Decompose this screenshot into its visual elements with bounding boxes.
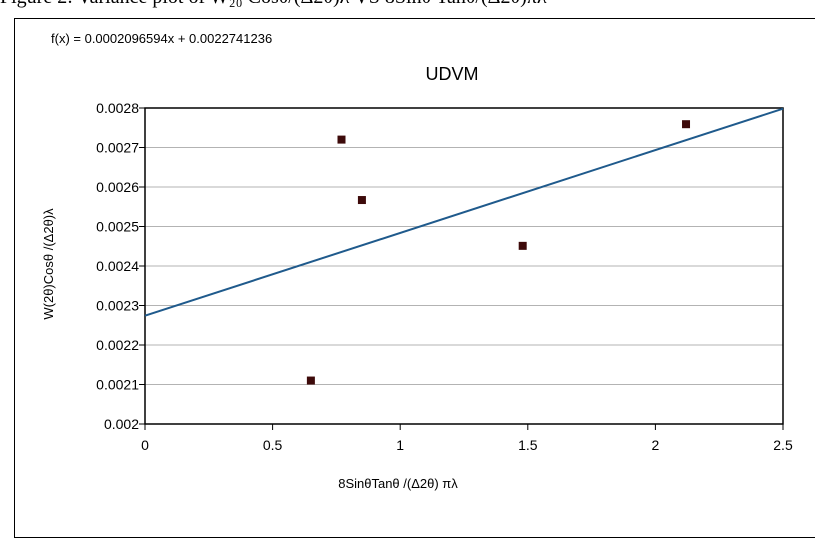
y-tick-label: 0.0022: [96, 337, 139, 353]
figure-caption: Figure 2: Variance plot of W₂₀ Cosθ/(Δ2θ…: [0, 0, 815, 16]
plot-area-border: [144, 107, 784, 425]
y-axis-label: W(2θ)Cosθ /(Δ2θ)λ: [41, 208, 56, 320]
x-tick-label: 2: [652, 437, 660, 453]
data-point: [337, 135, 346, 144]
chart-title: UDVM: [426, 64, 479, 84]
grid-lines: [145, 107, 783, 385]
y-tick-label: 0.002: [104, 416, 139, 432]
x-tick-label: 0.5: [263, 437, 283, 453]
x-tick-label: 1: [396, 437, 404, 453]
data-points: [306, 120, 691, 385]
x-tick-label: 0: [141, 437, 149, 453]
y-tick-label: 0.0023: [96, 298, 139, 314]
y-tick-label: 0.0021: [96, 377, 139, 393]
x-axis-label: 8SinθTanθ /(Δ2θ) πλ: [338, 476, 458, 491]
x-tick-label: 1.5: [518, 437, 538, 453]
data-point: [306, 376, 315, 385]
chart-frame: f(x) = 0.0002096594x + 0.0022741236 UDVM…: [14, 18, 815, 538]
trendline-equation: f(x) = 0.0002096594x + 0.0022741236: [51, 31, 272, 46]
y-tick-label: 0.0028: [96, 100, 139, 116]
trendline: [144, 107, 784, 317]
data-point: [357, 196, 366, 205]
y-tick-label: 0.0025: [96, 219, 139, 235]
tick-labels: 0.002 0.0021 0.0022 0.0023 0.0024 0.0025 0.002…: [96, 100, 793, 453]
axes: [139, 107, 784, 430]
x-tick-label: 2.5: [773, 437, 793, 453]
y-tick-label: 0.0027: [96, 140, 139, 156]
y-tick-label: 0.0024: [96, 258, 139, 274]
trendline-layer: [144, 107, 784, 317]
y-tick-label: 0.0026: [96, 179, 139, 195]
data-point: [518, 241, 527, 250]
scatter-chart: f(x) = 0.0002096594x + 0.0022741236 UDVM…: [41, 31, 793, 491]
data-point: [682, 120, 691, 129]
